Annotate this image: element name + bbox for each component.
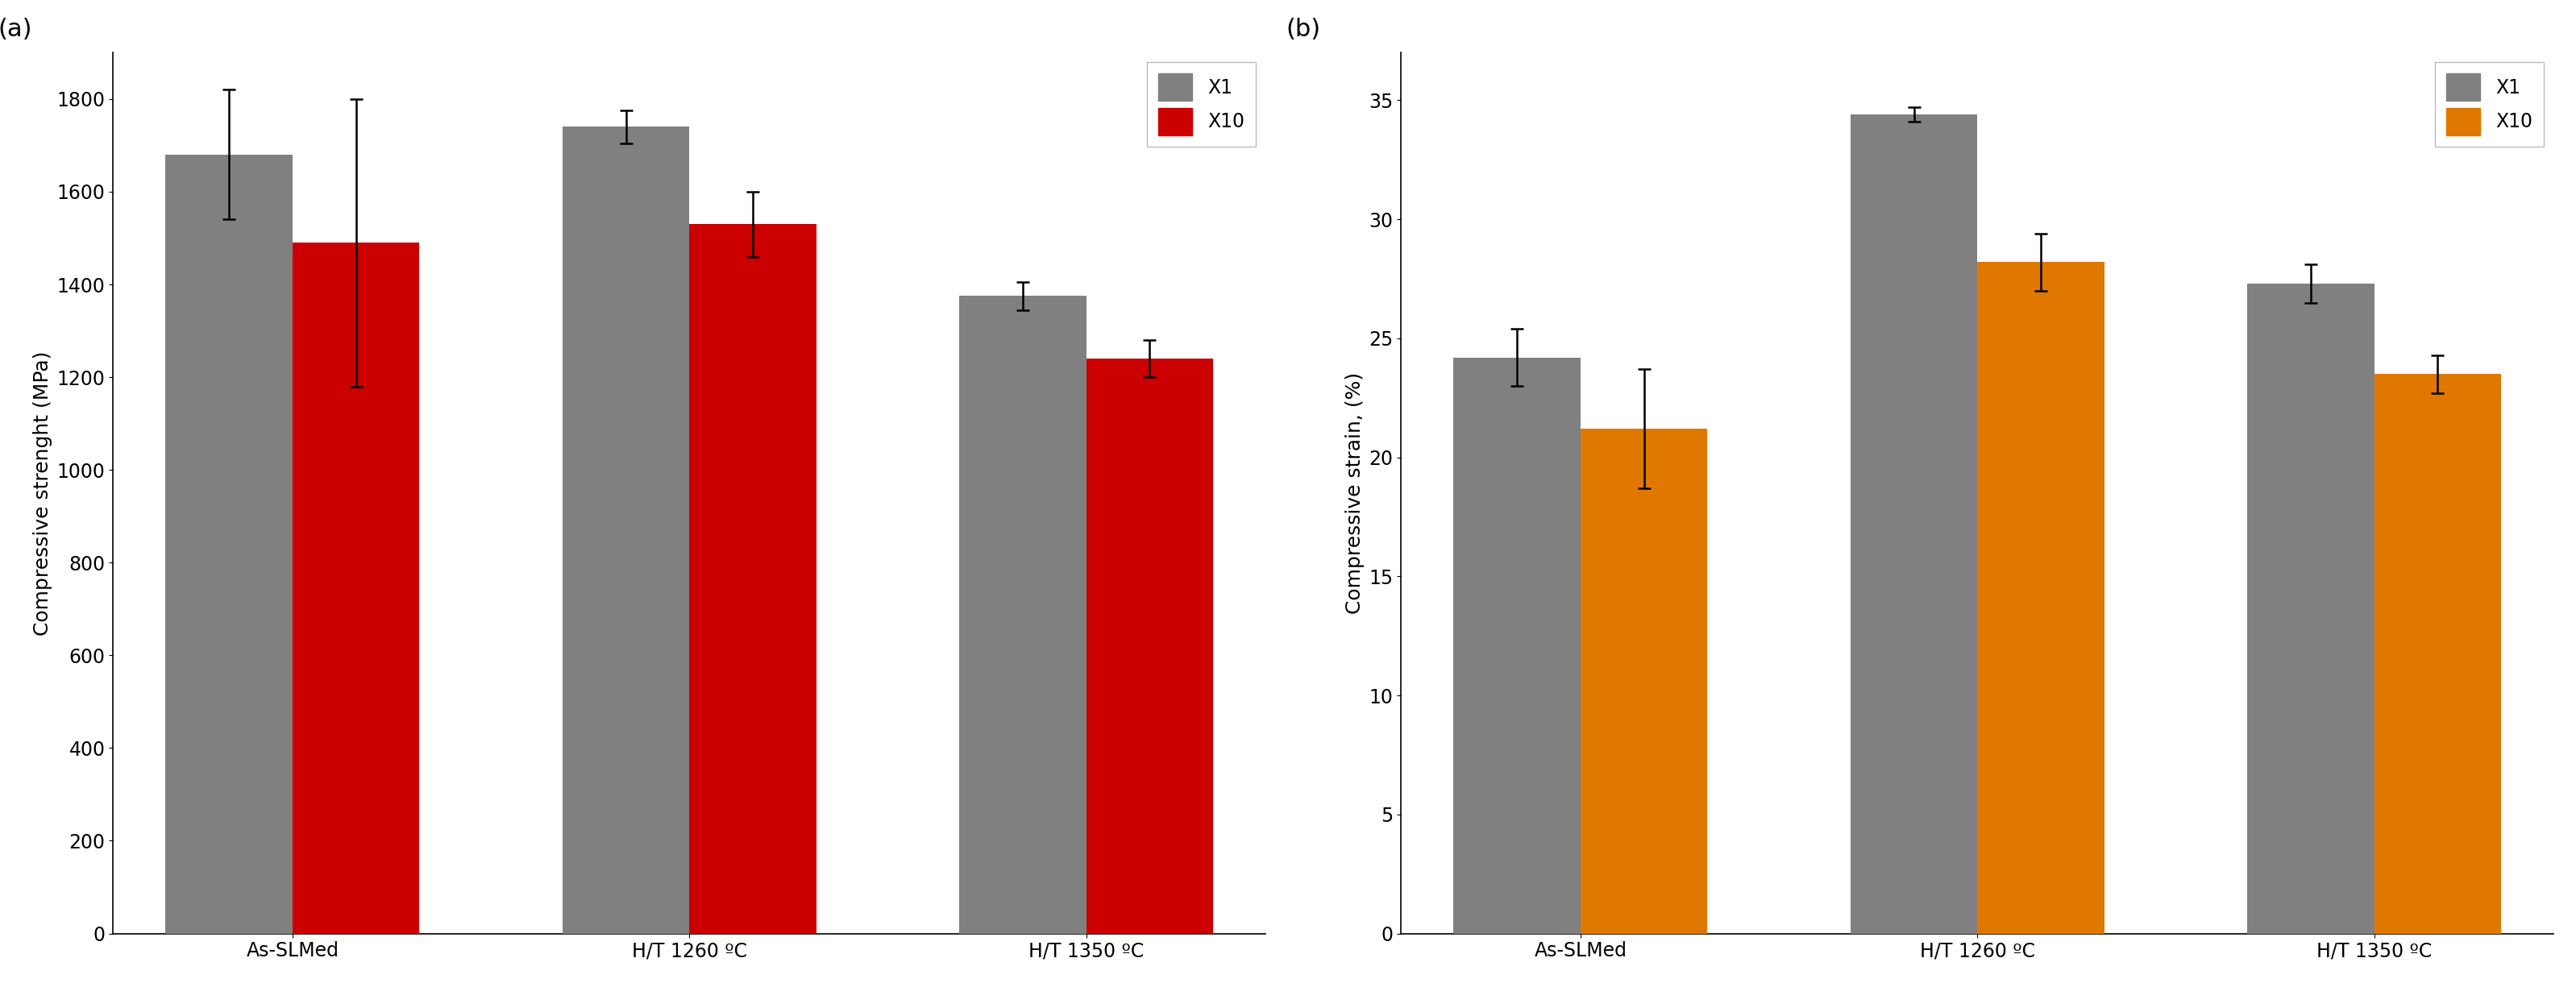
- Bar: [562, 127, 690, 934]
- Bar: [2375, 374, 2501, 934]
- Bar: [165, 154, 294, 934]
- Bar: [1850, 115, 1978, 934]
- Bar: [1087, 359, 1213, 934]
- Bar: [2246, 283, 2375, 934]
- Bar: [958, 296, 1087, 934]
- Legend: X1, X10: X1, X10: [1146, 62, 1257, 146]
- Bar: [1453, 358, 1582, 934]
- Bar: [690, 224, 817, 934]
- Legend: X1, X10: X1, X10: [2434, 62, 2545, 146]
- Bar: [1978, 262, 2105, 934]
- Text: (a): (a): [0, 18, 31, 40]
- Bar: [294, 243, 420, 934]
- Text: (b): (b): [1285, 18, 1321, 40]
- Y-axis label: Compressive strenght (MPa): Compressive strenght (MPa): [33, 351, 52, 635]
- Y-axis label: Compressive strain, (%): Compressive strain, (%): [1345, 373, 1365, 614]
- Bar: [1582, 429, 1708, 934]
